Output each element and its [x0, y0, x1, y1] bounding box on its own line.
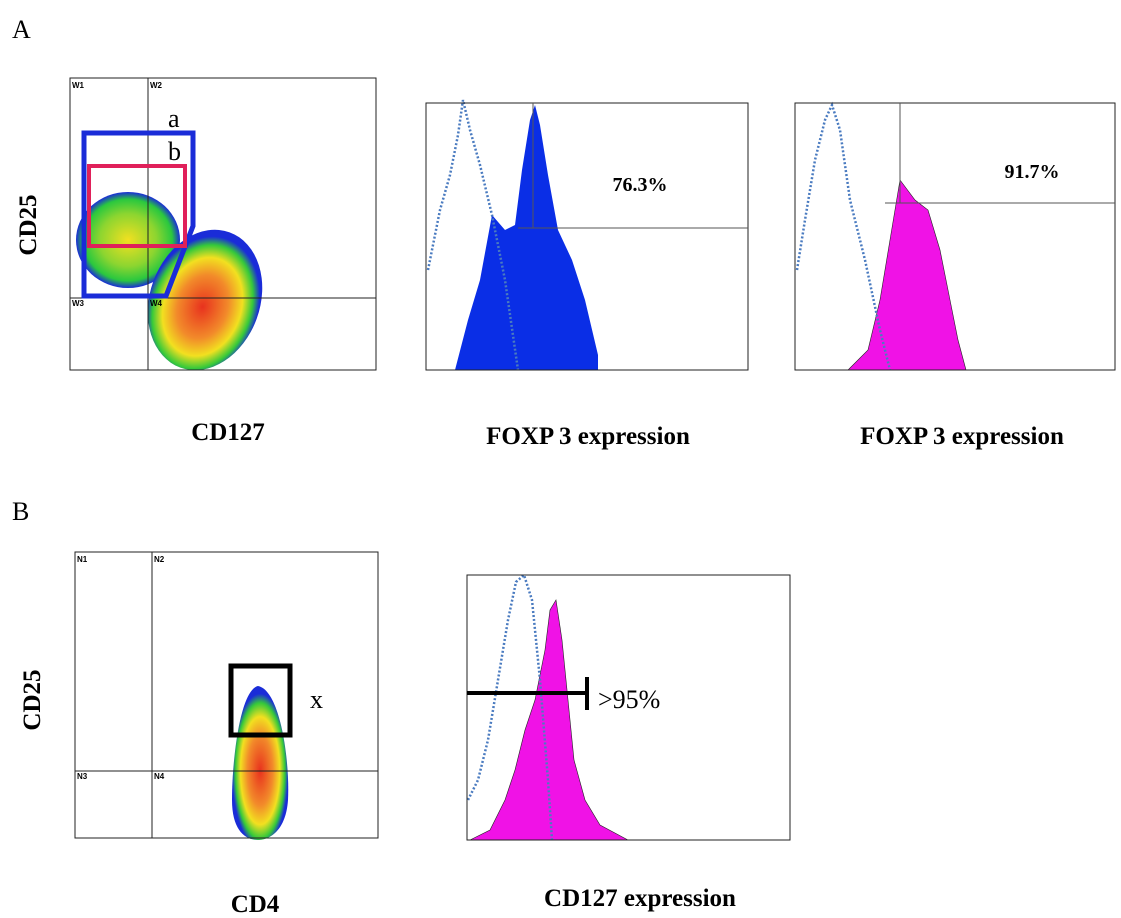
histogram-fill [469, 599, 629, 841]
plot-frame [794, 102, 1116, 371]
plot-frame [425, 102, 749, 371]
y-axis-label: CD25 [19, 669, 46, 730]
quadrant-label: N1 [77, 555, 88, 564]
histogram [425, 99, 749, 371]
quadrant-label: W3 [72, 299, 85, 308]
quadrant-label: W1 [72, 81, 85, 90]
histogram [794, 101, 1116, 371]
population [76, 192, 180, 288]
annotation: 76.3% [613, 174, 668, 196]
x-axis-label: FOXP 3 expression [860, 423, 1064, 450]
plot-frame [69, 77, 377, 371]
quadrant-label: W2 [150, 81, 163, 90]
x-axis-label: CD127 [191, 419, 265, 446]
gate-label: a [168, 104, 180, 133]
annotation: >95% [598, 685, 660, 714]
control-curve [795, 101, 892, 371]
population [232, 686, 289, 840]
gate [228, 663, 293, 738]
control-curve [426, 99, 520, 371]
x-axis-label: FOXP 3 expression [486, 423, 690, 450]
gate-label: x [310, 685, 323, 714]
plot-frame [74, 551, 379, 839]
gate-b [87, 164, 187, 248]
dot-plot: N1 N2 N3 N4 [74, 551, 379, 840]
quadrant-label: W4 [150, 299, 163, 308]
annotation: 91.7% [1005, 161, 1060, 183]
gate-a [81, 130, 196, 299]
dot-plot: W1 W2 W3 W4 [69, 77, 377, 371]
panel-label: A [12, 15, 31, 44]
histogram [466, 572, 791, 841]
x-axis-label: CD127 expression [544, 885, 736, 912]
quadrant-label: N4 [154, 772, 165, 781]
histogram-fill [455, 105, 598, 370]
histogram-fill [847, 179, 967, 371]
panel-label: B [12, 497, 29, 526]
plot-frame [466, 574, 791, 841]
y-axis-label: CD25 [15, 194, 42, 255]
quadrant-label: N2 [154, 555, 165, 564]
control-curve [466, 572, 554, 841]
gate-label: b [168, 137, 181, 166]
x-axis-label: CD4 [231, 891, 280, 918]
quadrant-label: N3 [77, 772, 88, 781]
